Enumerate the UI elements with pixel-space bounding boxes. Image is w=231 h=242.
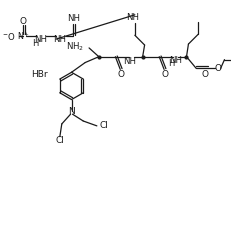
Text: NH: NH [34,35,47,44]
Text: NH$_2$: NH$_2$ [66,41,84,53]
Text: Cl: Cl [55,136,64,145]
Text: NH: NH [53,35,66,44]
Text: N: N [68,107,75,116]
Text: O: O [213,64,220,73]
Text: $^{-}$O: $^{-}$O [2,31,16,42]
Text: H: H [32,38,39,48]
Text: O: O [19,17,26,26]
Text: O: O [117,70,124,79]
Text: NH: NH [169,56,182,65]
Text: NH: NH [126,13,139,22]
Text: NH: NH [123,57,136,66]
Text: N$^{+}$: N$^{+}$ [17,30,29,42]
Text: Cl: Cl [99,121,108,130]
Text: NH: NH [67,14,80,23]
Text: H: H [167,59,173,68]
Text: HBr: HBr [31,70,48,79]
Text: O: O [161,70,168,79]
Text: O: O [201,70,208,79]
